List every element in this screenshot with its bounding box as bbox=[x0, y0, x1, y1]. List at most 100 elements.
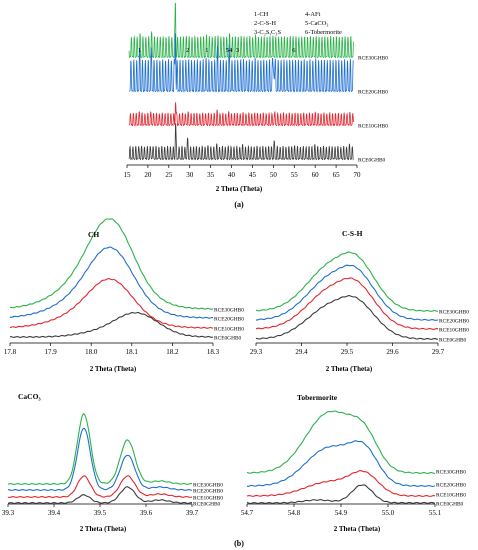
panel-a-x-tick-label: 70 bbox=[354, 171, 362, 179]
panel-a-x-tick-label: 60 bbox=[312, 171, 320, 179]
panel-a-x-tick-label: 55 bbox=[291, 171, 299, 179]
panel-ch-series-label-RCE10GHB0: RCE10GHB0 bbox=[214, 327, 244, 333]
panel-tob-series-label-RCE30GHB0: RCE30GHB0 bbox=[436, 470, 466, 476]
panel-caco3-x-tick-label: 39.7 bbox=[186, 509, 199, 517]
panel-csh-series-label-RCE0GHB0: RCE0GHB0 bbox=[439, 338, 467, 344]
panel-csh-series-line-RCE0GHB0 bbox=[255, 295, 439, 340]
panel-ch-series-line-RCE0GHB0 bbox=[9, 312, 214, 338]
legend-line-2-left: 2-C-S-H bbox=[254, 20, 276, 27]
panel-caco3-series-label-RCE0GHB0: RCE0GHB0 bbox=[193, 502, 221, 508]
panel-a-series-line-RCE30GHB0 bbox=[128, 2, 354, 59]
panel-csh-x-tick-label: 29.5 bbox=[341, 348, 354, 356]
panel-csh-x-tick-label: 29.3 bbox=[250, 348, 263, 356]
panel-tob-series-line-RCE0GHB0 bbox=[246, 484, 436, 504]
panel-a-series-label-RCE10GHB0: RCE10GHB0 bbox=[358, 124, 388, 130]
panel-caco3-title: CaCO₃ bbox=[18, 392, 41, 401]
panel-tob-x-tick-label: 55.1 bbox=[429, 509, 442, 517]
panel-tob-series-label-RCE0GHB0: RCE0GHB0 bbox=[436, 502, 464, 508]
panel-ch-x-axis-label: 2 Theta (Theta) bbox=[90, 365, 137, 373]
caption-b: (b) bbox=[234, 539, 244, 548]
panel-csh-series-label-RCE10GHB0: RCE10GHB0 bbox=[439, 328, 469, 334]
panel-caco3-x-tick-label: 39.6 bbox=[140, 509, 153, 517]
panel-caco3-series-line-RCE0GHB0 bbox=[7, 486, 193, 504]
caption-a: (a) bbox=[234, 200, 244, 209]
panel-ch-x-tick-label: 18.1 bbox=[126, 348, 139, 356]
panel-a-series-label-RCE20GHB0: RCE20GHB0 bbox=[358, 90, 388, 96]
panel-a-peak-label: 6 bbox=[292, 47, 296, 54]
panel-tob-title: Tobermorite bbox=[297, 393, 338, 402]
panel-csh-series-line-RCE20GHB0 bbox=[255, 264, 439, 321]
peak-legend: 1-CH 4-AFt 2-C-S-H 5-CaCO₃ 3-C₂S,C₃S 6-T… bbox=[254, 11, 342, 36]
panel-a-series-line-RCE10GHB0 bbox=[128, 102, 354, 127]
panel-tob-x-tick-label: 54.7 bbox=[241, 509, 254, 517]
panel-a-peak-label: 1 bbox=[205, 47, 208, 54]
panel-a-peak-label: 2 bbox=[186, 47, 189, 54]
panel-csh-x-tick-label: 29.7 bbox=[432, 348, 445, 356]
panel-caco3-series-label-RCE20GHB0: RCE20GHB0 bbox=[193, 489, 223, 495]
panel-tob-series-line-RCE20GHB0 bbox=[246, 440, 436, 487]
panel-caco3-series-line-RCE20GHB0 bbox=[7, 427, 193, 491]
panel-csh: 29.3 29.4 29.5 29.6 29.7 RCE30GHB0 RCE20GHB0 RC… bbox=[250, 251, 469, 356]
panel-csh-series-label-RCE20GHB0: RCE20GHB0 bbox=[439, 319, 469, 325]
legend-line-3-right: 6-Tobermorite bbox=[305, 29, 342, 36]
panel-tobermorite: 54.7 54.8 54.9 55.0 55.1 RCE30GHB0 RCE20GHB0 RC… bbox=[241, 410, 466, 517]
panel-tob-x-tick-label: 55.0 bbox=[382, 509, 395, 517]
panel-csh-series-label-RCE30GHB0: RCE30GHB0 bbox=[439, 310, 469, 316]
panel-a-x-tick-label: 15 bbox=[124, 171, 132, 179]
panel-caco3-x-axis-label: 2 Theta (Theta) bbox=[80, 525, 127, 533]
panel-ch-x-tick-label: 18.3 bbox=[207, 348, 220, 356]
panel-csh-x-tick-label: 29.6 bbox=[386, 348, 399, 356]
panel-caco3-series-line-RCE30GHB0 bbox=[7, 413, 193, 485]
panel-tob-series-line-RCE10GHB0 bbox=[246, 470, 436, 497]
panel-a-series-label-RCE0GHB0: RCE0GHB0 bbox=[358, 158, 386, 164]
panel-a-series-line-RCE20GHB0 bbox=[128, 33, 354, 93]
panel-a-x-tick-label: 50 bbox=[270, 171, 278, 179]
legend-line-1-right: 4-AFt bbox=[305, 11, 320, 18]
panel-ch-title: CH bbox=[88, 230, 99, 239]
panel-ch-x-tick-label: 17.9 bbox=[44, 348, 57, 356]
panel-ch-x-tick-label: 18.2 bbox=[166, 348, 179, 356]
panel-csh-series-line-RCE30GHB0 bbox=[255, 251, 439, 312]
panel-csh-series-line-RCE10GHB0 bbox=[255, 277, 439, 330]
panel-a-peak-label: 54 bbox=[226, 47, 233, 54]
legend-line-1-left: 1-CH bbox=[254, 11, 269, 18]
panel-caco3-series-label-RCE10GHB0: RCE10GHB0 bbox=[193, 496, 223, 502]
panel-caco3-x-tick-label: 39.5 bbox=[94, 509, 107, 517]
panel-tob-series-label-RCE20GHB0: RCE20GHB0 bbox=[436, 483, 466, 489]
panel-csh-x-tick-label: 29.4 bbox=[295, 348, 308, 356]
panel-ch-series-line-RCE30GHB0 bbox=[9, 218, 214, 310]
panel-tob-x-tick-label: 54.9 bbox=[335, 509, 348, 517]
panel-a-x-tick-label: 35 bbox=[207, 171, 215, 179]
panel-caco3-series-line-RCE10GHB0 bbox=[7, 475, 193, 498]
panel-tob-x-tick-label: 54.8 bbox=[288, 509, 301, 517]
panel-a-x-tick-label: 20 bbox=[144, 171, 152, 179]
panel-a-xrd-overview: 15 20 25 30 35 40 45 50 55 60 65 70 RCE30GHB0 RCE20GH… bbox=[124, 2, 388, 179]
panel-ch: 17.8 17.9 18.0 18.1 18.2 18.3 RCE30GHB0 RCE20GH… bbox=[4, 218, 244, 356]
panel-ch-series-label-RCE0GHB0: RCE0GHB0 bbox=[214, 336, 242, 342]
legend-line-3-left: 3-C₂S,C₃S bbox=[254, 29, 281, 36]
panel-tob-series-line-RCE30GHB0 bbox=[246, 410, 436, 474]
panel-a-x-axis-label: 2 Theta (Theta) bbox=[216, 185, 263, 193]
panel-caco3-series-label-RCE30GHB0: RCE30GHB0 bbox=[193, 483, 223, 489]
panel-a-x-tick-label: 40 bbox=[228, 171, 236, 179]
panel-caco3-x-tick-label: 39.3 bbox=[2, 509, 15, 517]
panel-caco3-x-tick-label: 39.4 bbox=[48, 509, 61, 517]
panel-a-peak-label: 1 bbox=[138, 47, 141, 54]
panel-ch-series-line-RCE20GHB0 bbox=[9, 246, 213, 319]
panel-ch-x-tick-label: 17.8 bbox=[4, 348, 17, 356]
panel-a-x-tick-label: 65 bbox=[333, 171, 341, 179]
panel-a-series-line-RCE0GHB0 bbox=[128, 123, 354, 161]
panel-ch-series-label-RCE20GHB0: RCE20GHB0 bbox=[214, 317, 244, 323]
panel-ch-x-tick-label: 18.0 bbox=[85, 348, 98, 356]
panel-csh-title: C-S-H bbox=[342, 229, 363, 238]
panel-csh-x-axis-label: 2 Theta (Theta) bbox=[326, 365, 373, 373]
panel-a-x-tick-label: 25 bbox=[165, 171, 173, 179]
panel-tob-series-label-RCE10GHB0: RCE10GHB0 bbox=[436, 493, 466, 499]
panel-tob-x-axis-label: 2 Theta (Theta) bbox=[334, 525, 381, 533]
panel-caco3: 39.3 39.4 39.5 39.6 39.7RCE30GHB0RCE20GHB0RC… bbox=[2, 413, 223, 517]
panel-a-series-label-RCE30GHB0: RCE30GHB0 bbox=[358, 56, 388, 62]
panel-ch-series-label-RCE30GHB0: RCE30GHB0 bbox=[214, 308, 244, 314]
panel-a-peak-label: 3 bbox=[236, 47, 239, 54]
legend-line-2-right: 5-CaCO₃ bbox=[305, 20, 329, 27]
